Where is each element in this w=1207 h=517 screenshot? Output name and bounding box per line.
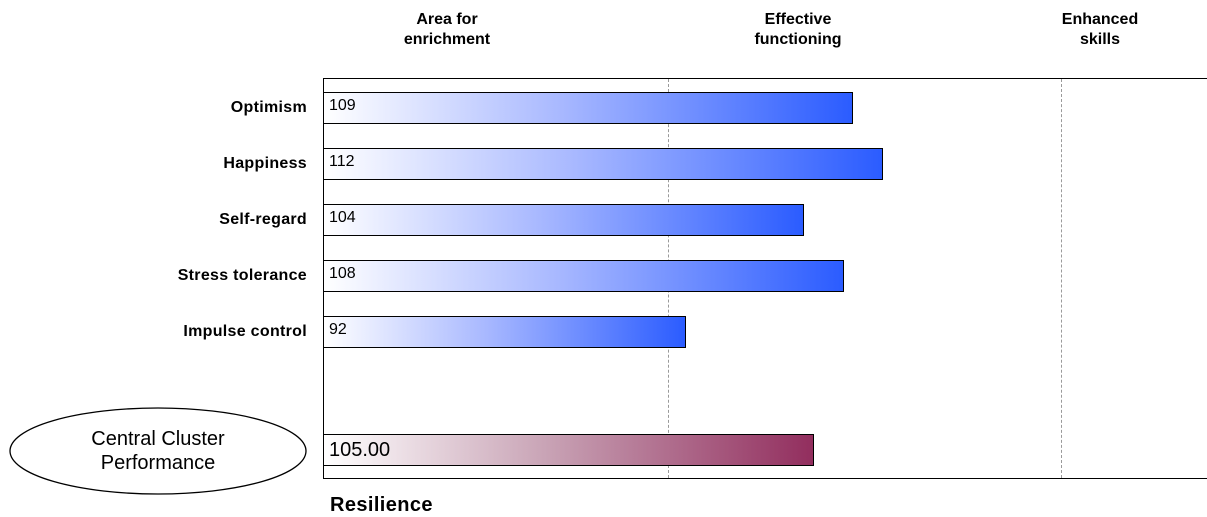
bar-value-label: 104 bbox=[329, 209, 356, 226]
row-label: Optimism bbox=[230, 99, 307, 116]
bar-value-label: 112 bbox=[329, 153, 355, 170]
zone-header-enrichment: Area for enrichment bbox=[403, 11, 491, 48]
bar: 108 bbox=[323, 260, 844, 292]
row-label: Self-regard bbox=[219, 211, 307, 228]
cluster-label: Central Cluster Performance bbox=[8, 427, 308, 475]
zone-divider-high bbox=[1060, 79, 1062, 478]
summary-bar: 105.00 bbox=[323, 434, 815, 466]
bar-value-label: 92 bbox=[329, 321, 347, 338]
chart-footer-label: Resilience bbox=[330, 494, 433, 516]
bar: 92 bbox=[323, 316, 687, 348]
bar: 112 bbox=[323, 148, 883, 180]
cluster-ellipse bbox=[9, 407, 307, 495]
row-label: Impulse control bbox=[183, 323, 307, 340]
summary-value-label: 105.00 bbox=[329, 439, 391, 461]
zone-header-effective: Effective functioning bbox=[754, 11, 842, 48]
cluster-label-line2: Performance bbox=[100, 452, 216, 474]
bar: 109 bbox=[323, 92, 854, 124]
bar-value-label: 108 bbox=[329, 265, 356, 282]
row-label: Happiness bbox=[223, 155, 307, 172]
bar-value-label: 109 bbox=[329, 97, 356, 114]
row-label: Stress tolerance bbox=[177, 267, 307, 284]
zone-header-enhanced: Enhanced skills bbox=[1061, 11, 1139, 48]
cluster-label-line1: Central Cluster bbox=[91, 428, 225, 450]
bar: 104 bbox=[323, 204, 805, 236]
